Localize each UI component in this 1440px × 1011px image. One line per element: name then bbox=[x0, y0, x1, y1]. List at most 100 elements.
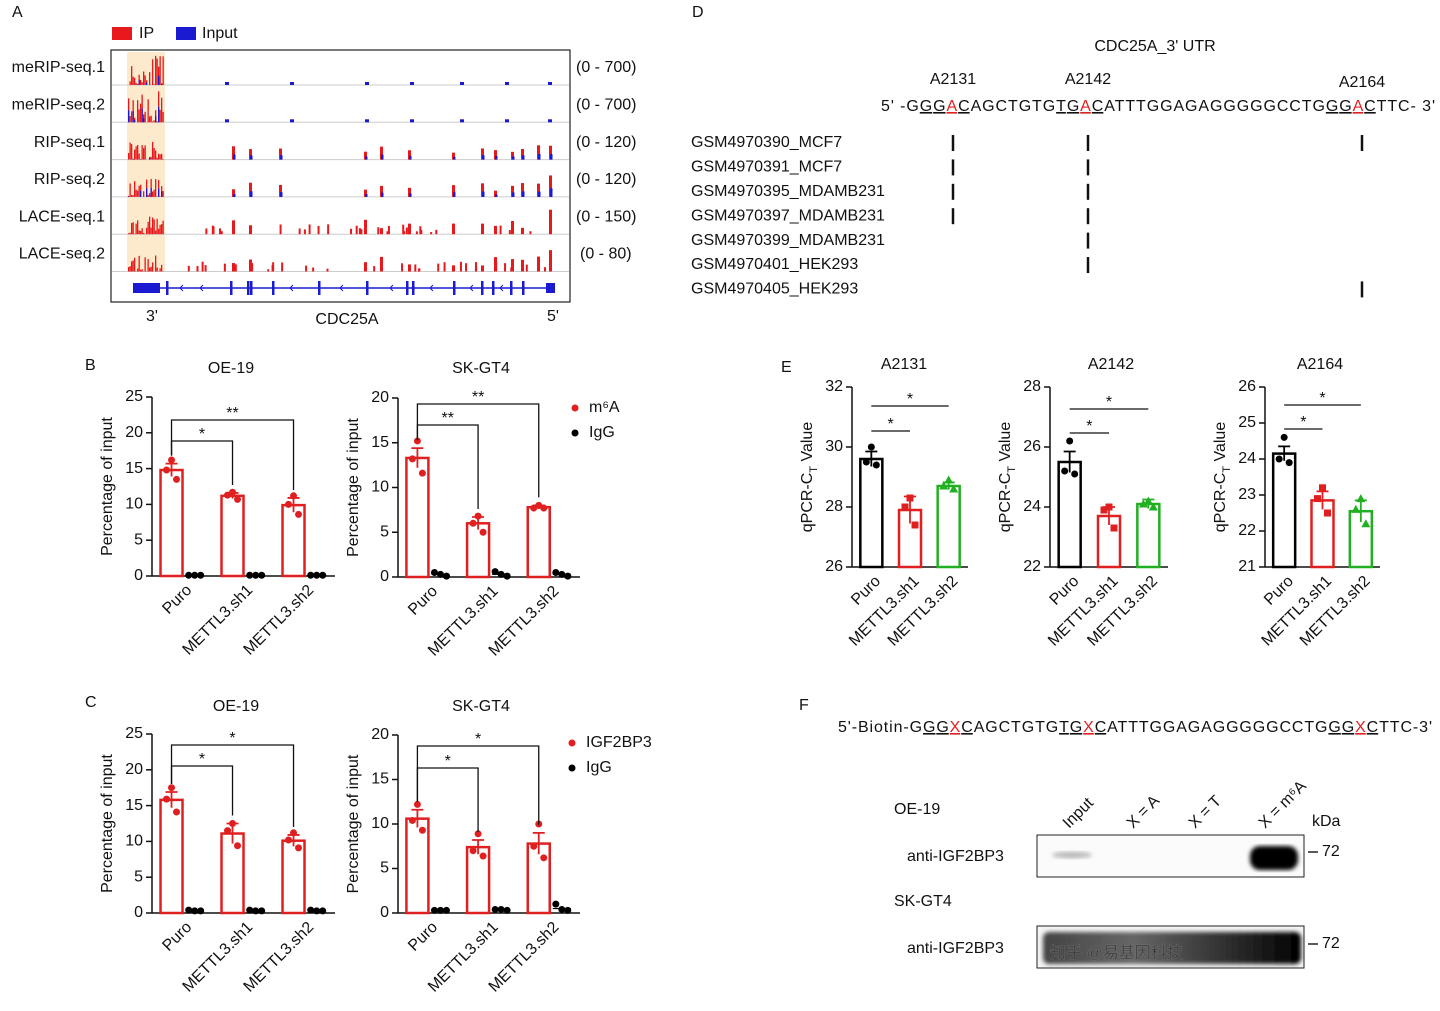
signal-peak bbox=[134, 181, 136, 197]
alignment-title: CDC25A_3' UTR bbox=[1094, 38, 1215, 55]
y-tick-label: 32 bbox=[825, 378, 843, 395]
bar bbox=[526, 505, 551, 579]
signal-peak bbox=[135, 223, 137, 235]
signal-peak bbox=[549, 175, 552, 197]
bar bbox=[859, 457, 884, 569]
y-tick-label: 24 bbox=[1238, 450, 1256, 467]
lane-label: X = T bbox=[1186, 792, 1225, 831]
data-point bbox=[408, 816, 416, 824]
signal-peak bbox=[267, 269, 270, 272]
y-tick-label: 26 bbox=[825, 558, 843, 575]
data-point bbox=[168, 784, 176, 792]
sequence-segment: GG bbox=[1328, 719, 1354, 736]
signal-peak bbox=[522, 155, 525, 160]
signal-peak bbox=[132, 222, 134, 235]
data-point bbox=[1148, 502, 1158, 511]
signal-peak bbox=[135, 82, 137, 85]
y-tick-label: 20 bbox=[371, 726, 389, 743]
panel-label: D bbox=[692, 4, 704, 21]
signal-peak bbox=[150, 227, 152, 235]
signal-peak bbox=[161, 97, 163, 123]
bar bbox=[405, 817, 430, 915]
data-point bbox=[173, 475, 181, 483]
signal-peak bbox=[128, 233, 130, 235]
signal-peak bbox=[549, 209, 552, 235]
data-point bbox=[436, 570, 444, 578]
significance-label: * bbox=[199, 426, 205, 443]
data-point bbox=[418, 826, 426, 834]
bar bbox=[281, 839, 306, 915]
signal-peak bbox=[162, 220, 164, 235]
legend-marker bbox=[568, 739, 576, 747]
signal-peak bbox=[420, 229, 423, 235]
data-point bbox=[191, 571, 199, 579]
y-tick-label: 0 bbox=[134, 567, 143, 584]
sequence-segment: C bbox=[961, 719, 973, 736]
y-tick-label: 22 bbox=[1023, 558, 1041, 575]
signal-peak bbox=[418, 268, 421, 272]
data-point bbox=[418, 469, 426, 477]
data-point bbox=[430, 906, 438, 914]
chart-title: SK-GT4 bbox=[452, 698, 510, 715]
x-tick-label: Puro bbox=[159, 919, 195, 955]
significance-label: * bbox=[907, 391, 913, 408]
data-point bbox=[1314, 495, 1321, 503]
signal-peak bbox=[156, 218, 158, 235]
data-point bbox=[442, 906, 450, 914]
signal-peak bbox=[149, 116, 151, 123]
track-name: RIP-seq.2 bbox=[34, 171, 105, 188]
y-tick-label: 0 bbox=[380, 568, 389, 585]
legend-label: IGF2BP3 bbox=[586, 734, 652, 751]
signal-peak bbox=[279, 148, 282, 160]
signal-peak bbox=[155, 255, 157, 272]
panel-label: A bbox=[12, 4, 23, 21]
signal-peak bbox=[134, 117, 136, 123]
significance-label: * bbox=[1106, 394, 1112, 411]
y-tick-label: 22 bbox=[1238, 522, 1256, 539]
y-tick-label: 10 bbox=[125, 496, 143, 513]
signal-peak bbox=[144, 111, 146, 123]
gene-exon bbox=[166, 281, 169, 295]
signal-peak bbox=[508, 229, 511, 235]
sequence-segment: TTC- 3' bbox=[1377, 98, 1435, 115]
data-point bbox=[168, 456, 176, 464]
marker-size: 72 bbox=[1322, 843, 1340, 860]
sequence: 5' -GGGACAGCTGTGTGACATTTGGAGAGGGGGCCTGGG… bbox=[881, 98, 1435, 115]
x-tick-label: Puro bbox=[1047, 573, 1083, 609]
blot-band bbox=[1250, 846, 1298, 870]
data-point bbox=[252, 907, 260, 915]
signal-peak bbox=[452, 265, 455, 272]
track-name: LACE-seq.1 bbox=[19, 208, 105, 225]
signal-peak bbox=[162, 111, 164, 123]
signal-peak bbox=[380, 146, 383, 160]
signal-peak bbox=[537, 183, 540, 197]
y-tick-label: 20 bbox=[125, 761, 143, 778]
signal-peak bbox=[303, 229, 306, 235]
signal-peak bbox=[153, 84, 155, 85]
data-point bbox=[552, 569, 560, 577]
panel-label: B bbox=[85, 357, 96, 374]
signal-peak bbox=[158, 106, 160, 123]
signal-peak bbox=[143, 114, 145, 123]
legend-label: IP bbox=[139, 25, 154, 42]
y-axis-label: Percentage of input bbox=[99, 417, 116, 556]
signal-peak bbox=[512, 156, 515, 160]
gene-arrow bbox=[429, 284, 434, 292]
y-axis-label-part: Value bbox=[997, 422, 1014, 466]
signal-peak bbox=[305, 265, 308, 272]
data-point bbox=[1285, 459, 1293, 467]
signal-peak bbox=[137, 100, 139, 123]
data-point bbox=[939, 481, 949, 490]
data-point bbox=[252, 571, 260, 579]
signal-peak bbox=[365, 156, 368, 160]
watermark: 知乎 @易基因科技 bbox=[1050, 944, 1183, 962]
sample-name: GSM4970401_HEK293 bbox=[691, 256, 858, 273]
gene-exon bbox=[412, 281, 415, 295]
sequence-segment: C bbox=[1364, 98, 1376, 115]
data-point bbox=[290, 829, 298, 837]
error-bar bbox=[165, 791, 178, 808]
signal-peak bbox=[281, 262, 284, 272]
sequence-segment: TG bbox=[1056, 98, 1079, 115]
signal-peak bbox=[537, 145, 540, 160]
